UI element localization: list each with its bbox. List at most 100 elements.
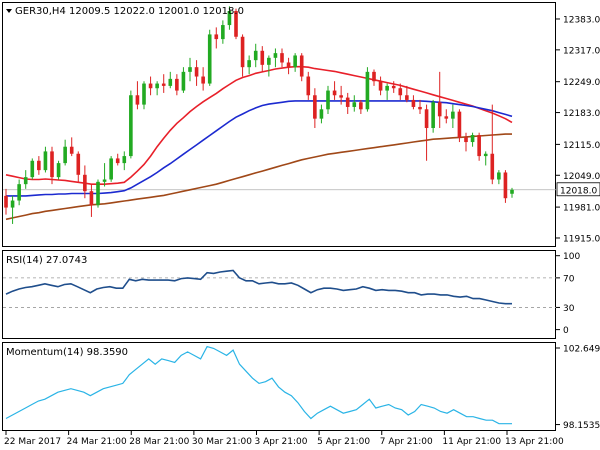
candle-body: [391, 85, 396, 89]
candle-body: [477, 135, 481, 157]
candle: [76, 151, 81, 182]
candle-body: [129, 95, 133, 157]
candle: [293, 53, 297, 72]
rsi-levels: [3, 277, 556, 308]
candle-body: [10, 200, 15, 208]
candle: [194, 60, 199, 86]
candle-body: [155, 83, 159, 89]
candle: [43, 146, 48, 173]
candle-body: [372, 71, 376, 82]
candle: [286, 57, 291, 75]
candle: [457, 109, 462, 143]
collapse-triangle-icon[interactable]: [6, 9, 12, 13]
moving-average-1: [5, 65, 513, 185]
candle-body: [286, 62, 291, 68]
candle: [345, 92, 350, 114]
price-panel-frame: [2, 2, 556, 247]
candle-body: [17, 184, 21, 201]
candle-body: [69, 146, 74, 154]
candle-body: [96, 181, 100, 206]
candle: [221, 20, 225, 44]
candle: [234, 8, 238, 40]
candle: [352, 95, 357, 112]
candle-body: [207, 34, 212, 84]
candle-body: [431, 102, 435, 129]
candle-body: [56, 163, 61, 178]
time-tick-label: 28 Mar 21:00: [129, 437, 189, 447]
time-tick-label: 24 Mar 21:00: [67, 437, 127, 447]
candle: [102, 163, 107, 187]
candle: [4, 188, 8, 215]
candle-body: [122, 156, 127, 164]
candle: [69, 137, 74, 157]
candle-body: [299, 55, 304, 77]
candle: [247, 55, 251, 75]
candle-body: [503, 172, 508, 199]
momentum-tick-label: 102.6498: [563, 345, 600, 355]
price-header: GER30,H4 12009.5 12022.0 12001.0 12018.0: [6, 6, 244, 17]
candle: [30, 158, 35, 180]
candle: [50, 146, 54, 185]
candle: [175, 74, 179, 96]
candle-body: [221, 25, 225, 40]
time-axis: 22 Mar 2017 24 Mar 21:00 28 Mar 21:00 30 Ma…: [4, 431, 564, 447]
candle: [470, 132, 475, 147]
candle-body: [247, 60, 251, 68]
candle-body: [63, 146, 67, 164]
candle-body: [313, 95, 317, 119]
time-tick-label: 3 Apr 21:00: [255, 437, 308, 447]
candle-body: [135, 95, 140, 105]
candle-body: [227, 11, 232, 26]
candle: [135, 81, 140, 110]
candle-body: [451, 111, 455, 119]
candle: [10, 195, 15, 224]
price-tick-label: 12115.0: [563, 141, 600, 151]
candle-body: [253, 50, 258, 61]
candle: [510, 187, 514, 198]
candlesticks: [4, 6, 514, 224]
candle: [398, 83, 403, 100]
candle: [391, 81, 396, 93]
candle: [109, 156, 113, 182]
candle-body: [260, 50, 265, 65]
candle: [240, 34, 245, 77]
candle-body: [359, 102, 363, 110]
rsi-panel-frame: [2, 250, 556, 339]
candle: [181, 67, 186, 93]
candle-body: [148, 83, 153, 89]
candle: [490, 104, 495, 185]
candle-body: [464, 137, 468, 143]
price-tick-label: 12317.0: [563, 46, 600, 56]
candle-body: [76, 153, 81, 175]
price-tick-label: 12049.0: [563, 172, 600, 182]
candle-body: [457, 111, 462, 138]
candle: [424, 104, 429, 161]
candle: [299, 53, 304, 82]
candle: [332, 81, 337, 100]
candle: [339, 85, 343, 105]
candle-body: [175, 78, 179, 91]
candle: [122, 151, 127, 171]
candle: [23, 170, 28, 189]
candle-body: [89, 191, 94, 206]
candle: [155, 81, 159, 96]
candle-body: [43, 151, 48, 171]
rsi-tick-label: 30: [563, 304, 575, 314]
candle: [142, 81, 146, 110]
candle: [37, 156, 41, 175]
candle: [168, 71, 173, 89]
candle: [188, 57, 192, 82]
candle: [129, 90, 133, 159]
candle: [365, 67, 370, 112]
candle: [161, 74, 166, 93]
candle-body: [339, 95, 343, 98]
candle-body: [168, 78, 173, 86]
candle-body: [306, 76, 311, 96]
candle-body: [188, 67, 192, 72]
price-tick-label: 12183.0: [563, 109, 600, 119]
momentum-axis: 102.6498 98.1535: [556, 345, 600, 431]
time-tick-label: 11 Apr 21:00: [442, 437, 501, 447]
candle-body: [194, 67, 199, 77]
candle: [464, 132, 468, 152]
